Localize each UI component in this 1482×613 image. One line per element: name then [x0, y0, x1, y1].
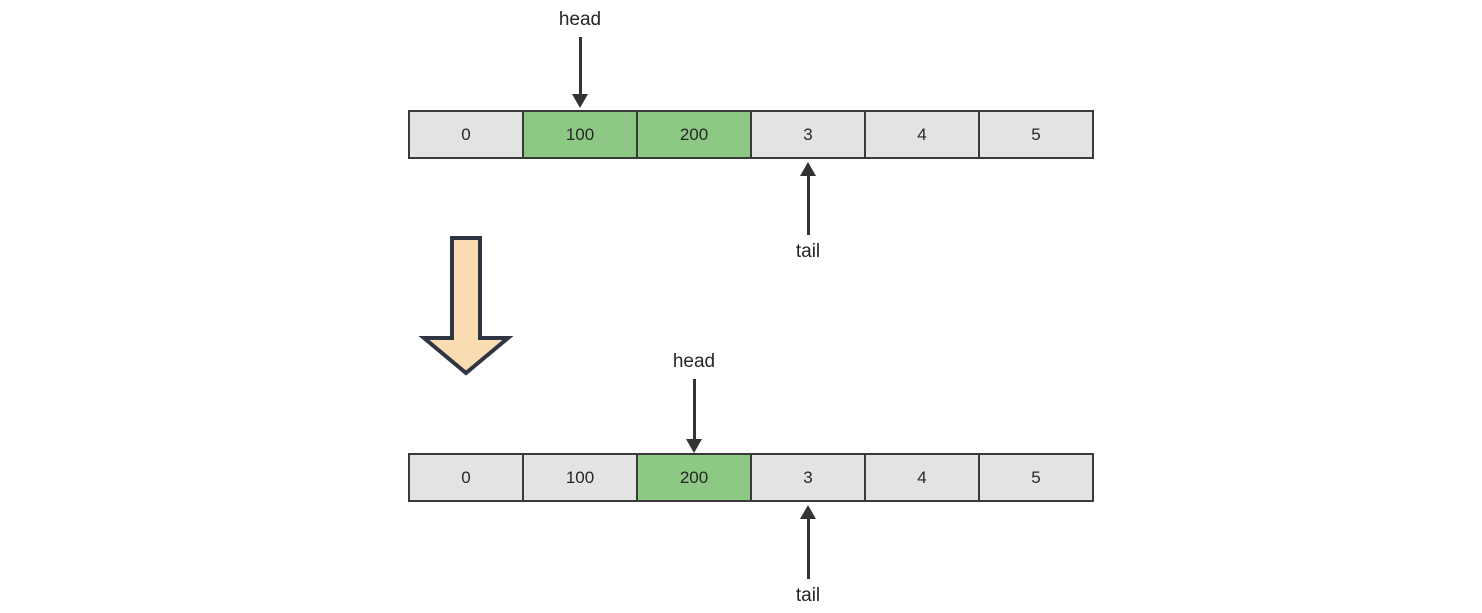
tail-pointer-after: tail: [778, 505, 838, 608]
array-cell: 200: [638, 455, 752, 500]
tail-arrow-up-icon: [800, 505, 816, 519]
queue-array-before: 0 100 200 3 4 5: [408, 110, 1094, 159]
tail-arrow-up-icon: [800, 162, 816, 176]
tail-pointer-before: tail: [778, 162, 838, 264]
array-cell: 3: [752, 112, 866, 157]
tail-label-after: tail: [795, 585, 821, 606]
queue-array-after: 0 100 200 3 4 5: [408, 453, 1094, 502]
head-label-after: head: [672, 351, 716, 372]
array-cell: 5: [980, 455, 1092, 500]
array-cell: 3: [752, 455, 866, 500]
tail-label-before: tail: [795, 241, 821, 262]
head-arrow-down-icon: [686, 439, 702, 453]
tail-arrow-line-after: [806, 519, 810, 579]
tail-arrow-line-before: [806, 176, 810, 235]
array-cell: 4: [866, 112, 980, 157]
head-pointer-before: head: [550, 8, 610, 108]
array-cell: 100: [524, 455, 638, 500]
head-arrow-line-after: [692, 379, 696, 439]
transition-arrow-icon: [418, 236, 514, 376]
array-cell: 0: [410, 112, 524, 157]
array-cell: 0: [410, 455, 524, 500]
array-cell: 4: [866, 455, 980, 500]
array-cell: 5: [980, 112, 1092, 157]
array-cell: 200: [638, 112, 752, 157]
head-arrow-down-icon: [572, 94, 588, 108]
head-arrow-line-before: [578, 37, 582, 94]
array-cell: 100: [524, 112, 638, 157]
head-label-before: head: [558, 9, 602, 30]
transition-arrow-shape: [418, 236, 514, 376]
head-pointer-after: head: [664, 350, 724, 453]
